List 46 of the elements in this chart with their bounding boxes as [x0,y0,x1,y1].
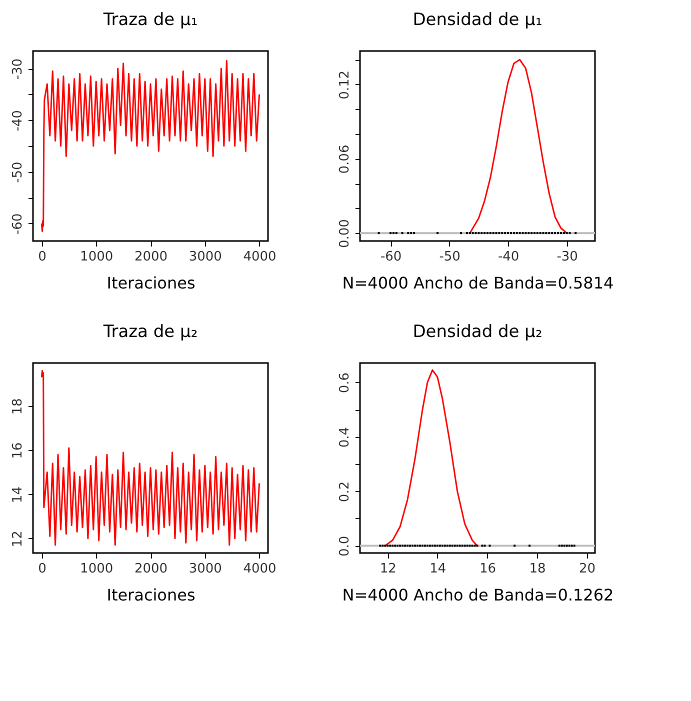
x-tick-label: 1000 [80,562,114,576]
x-tick-label: 4000 [243,250,276,264]
x-tick-label: 0 [38,562,46,576]
line-series [40,370,260,546]
y-tick-label: 0.6 [338,372,352,394]
line-series [469,58,568,234]
chart-title: Traza de μ₂ [102,322,198,342]
y-tick-label: -60 [10,213,26,235]
y-tick-label: 0.2 [338,481,352,502]
chart-title: Traza de μ₁ [102,10,198,30]
chart-title: Densidad de μ₂ [412,322,542,342]
y-tick-label: 0.0 [338,536,352,557]
x-tick-label: 14 [430,562,446,576]
x-tick-label: -50 [439,250,460,264]
x-tick-label: 2000 [134,250,168,264]
y-tick-label: 18 [10,398,26,415]
line-series [384,369,478,546]
y-tick-label: -30 [10,58,26,80]
x-axis-title: Iteraciones [106,586,196,604]
y-tick-label: 0.4 [338,426,352,448]
x-tick-label: -40 [498,250,520,264]
x-axis-title: Iteraciones [106,274,196,292]
x-tick-label: 2000 [134,562,168,576]
x-tick-label: 18 [529,562,546,576]
y-tick-label: 14 [10,486,26,504]
x-tick-label: 4000 [243,562,276,576]
y-tick-label: -40 [10,110,26,132]
x-tick-label: 3000 [188,250,222,264]
x-tick-label: 12 [380,562,396,576]
y-tick-label: 16 [10,442,26,459]
y-tick-label: -50 [10,162,26,183]
y-tick-label: 0.00 [338,219,352,248]
y-tick-label: 0.06 [338,144,352,174]
x-tick-label: -30 [556,250,578,264]
x-tick-label: 16 [479,562,496,576]
x-tick-label: 0 [38,250,46,264]
y-tick-label: 0.12 [338,70,352,100]
chart-title: Densidad de μ₁ [412,10,542,30]
line-series [40,60,260,232]
x-tick-label: 20 [579,562,596,576]
x-axis-title: N=4000 Ancho de Banda=0.1262 [342,586,614,604]
x-tick-label: 1000 [80,250,114,264]
x-axis-title: N=4000 Ancho de Banda=0.5814 [342,274,614,292]
y-tick-label: 12 [10,530,26,548]
x-tick-label: -60 [380,250,402,264]
x-tick-label: 3000 [188,562,222,576]
